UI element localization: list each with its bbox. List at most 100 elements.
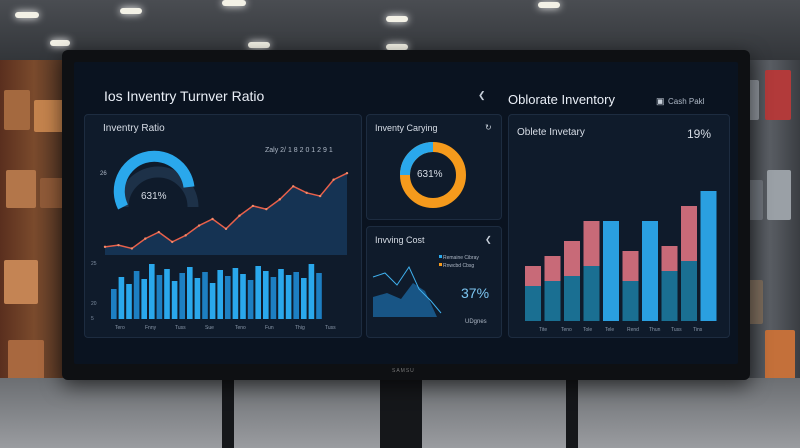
bar: [187, 267, 193, 319]
cost-line: [372, 265, 442, 314]
turnover-panel: Inventry Ratio Zaly 2/ 1 8 2 0 1 2 9 1 2…: [84, 114, 362, 338]
stacked-bar-blue: [544, 281, 561, 321]
trend-point: [278, 198, 281, 201]
bar: [285, 275, 292, 319]
trend-point: [197, 224, 201, 227]
bar: [301, 278, 307, 319]
x-tick-label: Sue: [205, 325, 214, 331]
ceiling-light: [386, 44, 408, 50]
trend-point: [318, 194, 322, 198]
x-tick-label: Teno: [561, 327, 572, 333]
cost-legend-2: Rnwcbd Cbsg: [443, 263, 475, 269]
y-tick-label: 5: [91, 316, 94, 322]
share-icon[interactable]: ❮: [485, 235, 492, 244]
x-tick-label: Tero: [115, 325, 125, 331]
stacked-bar-blue: [700, 191, 717, 321]
bar: [225, 276, 231, 319]
trend-point: [144, 237, 147, 240]
obsolete-panel: Oblete Invetary 19% Tite Teno Tole Tele Rend…: [508, 114, 730, 338]
trend-point: [171, 240, 174, 244]
bar: [164, 269, 170, 319]
carrying-panel: Inventy Carying ↻ 631%: [366, 114, 502, 220]
stacked-bar-blue: [603, 221, 619, 321]
stacked-bar-red: [564, 241, 580, 276]
y-tick: 26: [100, 171, 107, 177]
monitor-stand-center: [380, 375, 422, 448]
refresh-icon[interactable]: ↻: [485, 123, 492, 132]
trend-point: [265, 207, 268, 211]
stacked-bar-blue: [525, 286, 541, 321]
cost-panel: Invving Cost ❮ Remaine Cibray Rnwcbd Cbs…: [366, 226, 502, 338]
cost-chart: [372, 255, 442, 317]
cost-value: 37%: [461, 285, 490, 301]
carrying-panel-title: Inventy Carying: [375, 123, 438, 133]
stacked-bar-red: [622, 251, 639, 281]
monitor-stand-leg: [222, 375, 234, 448]
bar: [209, 283, 216, 319]
bar: [171, 281, 178, 319]
gauge-track: [117, 166, 199, 208]
bar: [308, 264, 315, 319]
trend-point: [184, 234, 187, 237]
obsolete-panel-title: Oblete Invetary: [517, 127, 585, 138]
trend-point: [292, 185, 295, 188]
bar: [270, 277, 277, 319]
bar: [232, 268, 239, 319]
area-fill: [105, 173, 347, 255]
x-tick-label: Thun: [649, 327, 661, 333]
bar: [263, 271, 269, 319]
ceiling-light: [50, 40, 70, 46]
trend-point: [117, 243, 120, 247]
ceiling-light: [222, 0, 246, 6]
right-header-title: Oblorate Inventory: [508, 92, 615, 107]
stacked-bar-red: [544, 256, 561, 281]
ceiling-light: [15, 12, 39, 18]
legend-swatch: [439, 263, 442, 266]
bar: [194, 278, 201, 319]
bar: [149, 264, 155, 319]
stacked-bar-red: [525, 266, 541, 286]
cost-legend-1: Remaine Cibray: [443, 255, 479, 261]
trend-point: [332, 178, 335, 181]
trend-point: [305, 191, 308, 195]
bar: [316, 273, 322, 319]
x-tick-label: Tele: [605, 327, 614, 333]
legend-swatch: [439, 255, 442, 258]
ceiling-light: [386, 16, 408, 22]
cash-icon: ▣: [656, 96, 665, 106]
x-tick-label: Fun: [265, 325, 274, 331]
gauge-value: 631%: [141, 191, 167, 202]
trend-point: [238, 214, 241, 217]
stacked-bar-blue: [681, 261, 697, 321]
stacked-bar-blue: [622, 281, 639, 321]
share-icon[interactable]: ❮: [478, 90, 486, 100]
trend-point: [251, 204, 255, 208]
cash-link[interactable]: Cash Pakl: [668, 97, 705, 106]
x-tick-label: Teno: [235, 325, 246, 331]
trend-point: [224, 227, 228, 231]
donut-segment: [400, 142, 434, 176]
trend-point: [157, 230, 160, 234]
x-tick-label: Tins: [693, 327, 703, 333]
cost-footer: UDgnes: [465, 319, 487, 325]
bar: [240, 274, 246, 319]
stacked-bar-blue: [642, 221, 658, 321]
x-tick-label: Tole: [583, 327, 592, 333]
turnover-chart: 25 20 5 Tero Fnny Tuss Sue Teno Fun Thig Tuss: [91, 150, 349, 331]
y-tick-label: 25: [91, 261, 97, 267]
carrying-donut: [400, 142, 466, 208]
trend-point: [103, 245, 107, 249]
y-tick-label: 20: [91, 301, 97, 307]
trend-point: [130, 247, 134, 250]
stacked-bar-red: [661, 246, 678, 271]
bar: [179, 273, 185, 319]
monitor-stand-leg: [566, 375, 578, 448]
trend-point: [211, 217, 214, 221]
obsolete-value: 19%: [687, 127, 712, 141]
bar: [126, 284, 132, 319]
ceiling-light: [120, 8, 142, 14]
dashboard-title: Ios Inventry Turnver Ratio: [104, 88, 265, 104]
bar: [255, 266, 261, 319]
trend-point: [345, 171, 349, 175]
bar: [202, 272, 208, 319]
